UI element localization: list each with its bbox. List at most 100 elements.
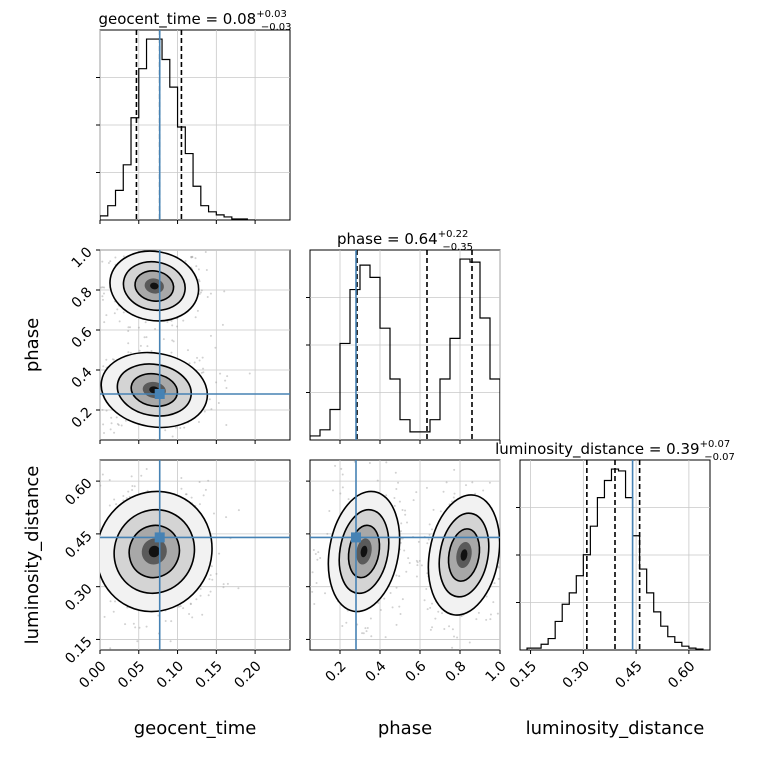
sample-point: [485, 618, 488, 621]
sample-point: [144, 245, 146, 247]
sample-point: [84, 610, 86, 612]
sample-point: [439, 510, 442, 513]
contour-line: [447, 528, 481, 582]
sample-point: [103, 432, 106, 435]
sample-point: [170, 351, 173, 354]
sample-point: [497, 577, 500, 580]
sample-point: [110, 416, 113, 419]
sample-point: [101, 298, 104, 301]
contour-line: [427, 494, 500, 616]
sample-point: [113, 431, 116, 434]
sample-point: [221, 323, 224, 326]
sample-point: [341, 624, 344, 627]
density-layer: [57, 468, 240, 653]
y-axis-label-phase: phase: [22, 318, 43, 372]
contour-line: [100, 351, 209, 429]
sample-point: [88, 503, 90, 505]
sample-point: [189, 602, 192, 605]
sample-point: [191, 256, 194, 259]
y-tick-label: 0.30: [62, 581, 95, 614]
sample-point: [482, 489, 485, 492]
sample-point: [225, 387, 228, 390]
sample-point: [450, 500, 453, 503]
title-minus: −0.07: [704, 452, 735, 463]
sample-point: [383, 597, 386, 600]
sample-point: [365, 630, 368, 633]
sample-point: [115, 416, 118, 419]
title-minus: −0.03: [261, 22, 292, 33]
sample-point: [186, 349, 189, 352]
sample-point: [116, 308, 119, 311]
sample-point: [92, 509, 94, 511]
sample-point: [429, 628, 432, 631]
sample-point: [198, 293, 201, 296]
density-level: [150, 282, 159, 290]
sample-point: [311, 571, 314, 574]
sample-point: [185, 493, 188, 496]
x-tick-label: 0.45: [612, 658, 645, 691]
sample-point: [340, 467, 343, 470]
sample-point: [116, 423, 119, 426]
sample-point: [339, 492, 342, 495]
sample-point: [112, 651, 114, 653]
sample-point: [376, 479, 379, 482]
x-tick-label: 0.30: [560, 658, 593, 691]
y-tick-label: 1.0: [69, 244, 96, 271]
sample-point: [224, 379, 227, 382]
sample-point: [174, 240, 176, 242]
sample-point: [179, 427, 182, 430]
sample-point: [401, 598, 404, 601]
sample-point: [112, 358, 115, 361]
y-tick-label: 0.8: [69, 284, 96, 311]
sample-point: [443, 628, 446, 631]
sample-point: [385, 494, 388, 497]
sample-point: [425, 486, 428, 489]
sample-point: [179, 605, 182, 608]
sample-point: [431, 528, 434, 531]
sample-point: [208, 578, 211, 581]
sample-point: [391, 606, 394, 609]
sample-point: [85, 442, 87, 444]
sample-point: [504, 557, 506, 559]
sample-point: [210, 408, 213, 411]
sample-point: [364, 627, 367, 630]
sample-point: [517, 590, 519, 592]
sample-point: [117, 423, 120, 426]
sample-point: [101, 473, 104, 476]
sample-point: [57, 537, 59, 539]
sample-point: [177, 242, 179, 244]
sample-point: [453, 468, 456, 471]
contour-line: [122, 260, 186, 312]
sample-point: [452, 496, 455, 499]
sample-point: [105, 409, 108, 412]
sample-point: [122, 311, 125, 314]
sample-point: [177, 605, 180, 608]
panel-title-phase: phase = 0.64+0.22 −0.35: [337, 229, 473, 253]
sample-point: [171, 339, 174, 342]
sample-point: [100, 484, 102, 487]
sample-point: [191, 616, 194, 619]
contour-line: [347, 524, 381, 579]
sample-point: [162, 338, 165, 341]
sample-point: [205, 268, 208, 271]
sample-point: [214, 346, 217, 349]
sample-point: [90, 396, 92, 398]
sample-point: [222, 583, 225, 586]
y-tick-label: 0.2: [69, 404, 96, 431]
sample-point: [105, 358, 108, 361]
sample-point: [415, 575, 418, 578]
title-main: luminosity_distance = 0.39: [495, 440, 699, 459]
sample-point: [152, 241, 154, 243]
sample-point: [453, 492, 456, 495]
sample-point: [207, 594, 210, 597]
histogram-phase: [310, 258, 500, 440]
sample-point: [103, 321, 106, 324]
sample-point: [420, 564, 423, 567]
contour-line: [327, 490, 401, 613]
sample-point: [331, 489, 334, 492]
sample-point: [225, 423, 228, 426]
sample-point: [398, 575, 401, 578]
sample-point: [107, 262, 110, 265]
sample-point: [190, 255, 193, 258]
sample-point: [448, 625, 451, 628]
